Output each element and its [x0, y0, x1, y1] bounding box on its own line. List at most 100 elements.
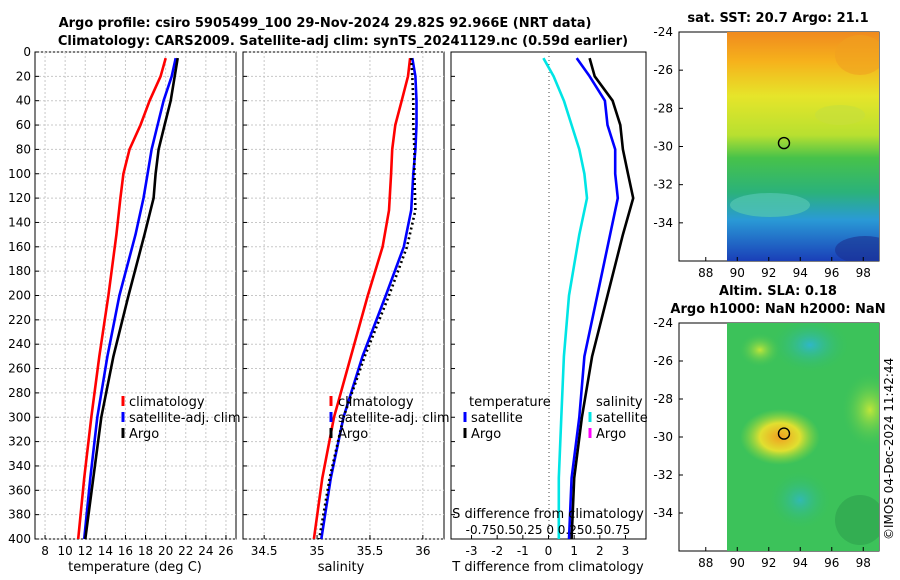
map-x-tick-label: 92: [761, 266, 776, 280]
x-tick-label: 22: [178, 544, 193, 558]
temperature-panel: 8 10 12 14 16 18 20 22 24 26020406080100120140160…: [8, 45, 241, 575]
x-tick-label: 35.5: [357, 544, 384, 558]
t-difference-xlabel: T difference from climatology: [451, 560, 644, 575]
map-x-tick-label: 88: [698, 266, 713, 280]
climatology-series-line: [312, 57, 412, 540]
difference-panel: -3 -2 -1 0 1 2 3 T difference from climatology…: [450, 51, 648, 575]
map-y-tick-label: -30: [653, 140, 673, 154]
legend-argo-label: Argo: [129, 427, 159, 442]
x-tick-label: 34.5: [251, 544, 278, 558]
y-tick-label: 120: [8, 191, 31, 205]
map-y-tick-label: -30: [653, 430, 673, 444]
difference-legend-salinity: salinity satellite Argo: [588, 395, 648, 442]
legend-s-satellite-label: satellite: [596, 411, 648, 426]
y-tick-label: 40: [16, 94, 31, 108]
argo-series-line: [317, 58, 417, 540]
y-tick-label: 300: [8, 410, 31, 424]
legend-satellite-label: satellite-adj. clim: [129, 411, 241, 426]
map-x-tick-label: 90: [730, 266, 745, 280]
map-y-tick-label: -32: [653, 178, 673, 192]
t-argo-diff-series-line: [570, 57, 635, 540]
legend-s-argo-label: Argo: [596, 427, 626, 442]
map-x-tick-label: 88: [698, 556, 713, 570]
map-x-tick-label: 92: [761, 556, 776, 570]
sla-map-subtitle: Argo h1000: NaN h2000: NaN: [670, 302, 885, 317]
temperature-legend: climatology satellite-adj. clim Argo: [121, 395, 241, 442]
satellite-adj-clim-series-line: [82, 57, 177, 540]
x-tick-label: 24: [198, 544, 213, 558]
legend-climatology-label: climatology: [129, 395, 205, 410]
map-x-tick-label: 98: [856, 556, 871, 570]
legend-satellite-label: satellite-adj. clim: [338, 411, 450, 426]
difference-plot-frame: [450, 51, 647, 540]
sla-map-title: Altim. SLA: 0.18: [719, 284, 837, 299]
x-tick-label: -1: [517, 544, 529, 558]
sst-field: [727, 32, 879, 261]
map-y-tick-label: -26: [653, 354, 673, 368]
y-tick-label: 380: [8, 508, 31, 522]
y-tick-label: 140: [8, 215, 31, 229]
y-tick-label: 220: [8, 313, 31, 327]
sla-field: [727, 323, 879, 551]
y-tick-label: 100: [8, 167, 31, 181]
map-x-tick-label: 98: [856, 266, 871, 280]
x-tick-label: 0: [545, 544, 553, 558]
y-tick-label: 80: [16, 142, 31, 156]
x-tick-label: -2: [491, 544, 503, 558]
legend-climatology-label: climatology: [338, 395, 414, 410]
salinity-panel: 34.5 35 35.5 36 salinity climatology satell…: [242, 51, 450, 575]
y-tick-label: 200: [8, 289, 31, 303]
s-difference-ticks: -0.750.50.25 0 0.250.50.75: [466, 523, 631, 537]
salinity-xlabel: salinity: [318, 560, 365, 575]
figure-title-line1: Argo profile: csiro 5905499_100 29-Nov-2…: [59, 16, 592, 31]
legend-t-satellite-label: satellite: [471, 411, 523, 426]
y-tick-label: 160: [8, 240, 31, 254]
y-tick-label: 400: [8, 532, 31, 546]
temperature-xlabel: temperature (deg C): [68, 560, 202, 575]
t-satellite-diff-series-line: [542, 57, 589, 539]
x-tick-label: 1: [570, 544, 578, 558]
x-tick-label: 12: [78, 544, 93, 558]
climatology-series-line: [76, 57, 167, 540]
y-tick-label: 320: [8, 435, 31, 449]
sla-map-panel: Altim. SLA: 0.18 Argo h1000: NaN h2000: …: [653, 284, 885, 570]
argo-location-marker: [777, 427, 791, 440]
y-tick-label: 20: [16, 69, 31, 83]
difference-legend-temperature: temperature satellite Argo: [463, 395, 551, 442]
map-y-tick-label: -24: [653, 25, 673, 39]
x-tick-label: 10: [58, 544, 73, 558]
argo-series-line: [84, 57, 179, 540]
legend-argo-label: Argo: [338, 427, 368, 442]
x-tick-label: 20: [158, 544, 173, 558]
map-x-tick-label: 94: [793, 266, 808, 280]
salinity-legend: climatology satellite-adj. clim Argo: [329, 395, 450, 442]
y-tick-label: 240: [8, 337, 31, 351]
x-tick-label: 16: [118, 544, 133, 558]
map-x-tick-label: 94: [793, 556, 808, 570]
y-tick-label: 340: [8, 459, 31, 473]
map-y-tick-label: -24: [653, 316, 673, 330]
x-tick-label: -3: [466, 544, 478, 558]
x-tick-label: 3: [622, 544, 630, 558]
imos-watermark: ©IMOS 04-Dec-2024 11:42:44: [882, 358, 896, 540]
map-y-tick-label: -28: [653, 101, 673, 115]
x-tick-label: 26: [218, 544, 233, 558]
map-y-tick-label: -28: [653, 392, 673, 406]
map-y-tick-label: -34: [653, 506, 673, 520]
y-tick-label: 60: [16, 118, 31, 132]
y-tick-label: 180: [8, 264, 31, 278]
map-x-tick-label: 96: [824, 556, 839, 570]
sst-map-panel: sat. SST: 20.7 Argo: 21.1 88 90 92 94 96 98 -2…: [653, 11, 880, 280]
y-tick-label: 360: [8, 483, 31, 497]
map-y-tick-label: -34: [653, 216, 673, 230]
legend-salinity-title: salinity: [596, 395, 643, 410]
x-tick-label: 14: [98, 544, 113, 558]
x-tick-label: 8: [41, 544, 49, 558]
x-tick-label: 2: [596, 544, 604, 558]
t-satellite-adj-diff-series-line: [567, 57, 620, 540]
argo-location-marker: [777, 136, 791, 150]
legend-t-argo-label: Argo: [471, 427, 501, 442]
map-y-tick-label: -26: [653, 63, 673, 77]
y-tick-label: 0: [23, 45, 31, 59]
